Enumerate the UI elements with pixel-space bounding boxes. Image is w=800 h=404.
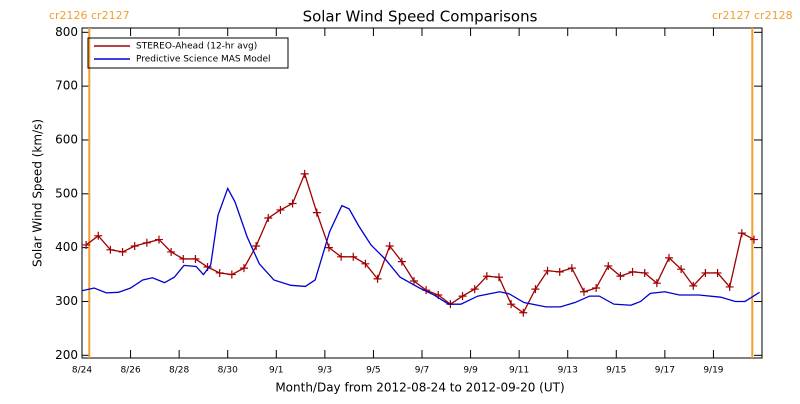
data-point [507,300,516,309]
y-tick-label: 200 [55,348,78,362]
data-point [373,274,382,283]
data-point [106,245,115,254]
data-point [179,254,188,263]
data-point [191,254,200,263]
data-point [324,243,333,252]
data-point [167,247,176,256]
chart-title: Solar Wind Speed Comparisons [303,8,538,26]
y-tick-label: 400 [55,240,78,254]
data-point [264,214,273,223]
data-point [337,252,346,261]
data-point [482,272,491,281]
data-point [397,257,406,266]
data-point [94,231,103,240]
carrington-label: cr2127 cr2128 [712,9,793,22]
x-tick-label: 9/1 [269,366,283,376]
data-point [567,264,576,273]
data-point [616,272,625,281]
x-tick-label: 9/19 [703,366,723,376]
data-point [543,266,552,275]
data-point [737,229,746,238]
data-point [252,242,261,251]
data-point [725,282,734,291]
data-point [361,259,370,268]
data-point [579,287,588,296]
data-point [300,169,309,178]
legend-box [87,37,289,69]
x-tick-label: 9/11 [509,366,529,376]
y-tick-label: 800 [55,25,78,39]
data-point [555,267,564,276]
x-tick-label: 9/3 [318,366,332,376]
x-tick-label: 8/30 [218,366,238,376]
data-point [592,284,601,293]
y-axis-label: Solar Wind Speed (km/s) [31,119,45,267]
data-point [118,247,127,256]
data-point [276,205,285,214]
data-point [749,235,758,244]
y-tick-label: 600 [55,132,78,146]
data-point [349,252,358,261]
x-tick-label: 9/15 [606,366,626,376]
data-point [130,242,139,251]
data-point [701,268,710,277]
data-point [519,308,528,317]
series-line [81,186,760,308]
x-tick-label: 8/24 [72,366,92,376]
y-tick-label: 700 [55,79,78,93]
x-tick-label: 9/9 [463,366,478,376]
data-point [652,279,661,288]
data-point [677,265,686,274]
x-tick-label: 9/5 [366,366,380,376]
data-point [664,253,673,262]
data-point [227,270,236,279]
data-point [239,264,248,273]
data-point [494,273,503,282]
x-tick-label: 8/28 [169,366,189,376]
data-point [470,285,479,294]
x-axis-label: Month/Day from 2012-08-24 to 2012-09-20 … [275,381,564,395]
data-point [409,277,418,286]
carrington-label: cr2126 cr2127 [49,9,130,22]
data-point [713,268,722,277]
legend-label: Predictive Science MAS Model [136,55,271,65]
data-point [458,292,467,301]
x-tick-label: 9/13 [558,366,578,376]
data-point [689,281,698,290]
legend-label: STEREO-Ahead (12-hr avg) [136,42,257,52]
data-point [385,242,394,251]
data-point [142,238,151,247]
x-tick-label: 8/26 [120,366,140,376]
data-point [215,268,224,277]
data-point [604,261,613,270]
y-tick-label: 300 [55,294,78,308]
data-point [531,285,540,294]
data-point [628,267,637,276]
x-tick-label: 9/17 [655,366,675,376]
y-tick-label: 500 [55,186,78,200]
data-point [288,199,297,208]
data-point [640,268,649,277]
data-point [82,240,91,249]
x-tick-label: 9/7 [415,366,429,376]
data-point [154,235,163,244]
data-point [312,208,321,217]
